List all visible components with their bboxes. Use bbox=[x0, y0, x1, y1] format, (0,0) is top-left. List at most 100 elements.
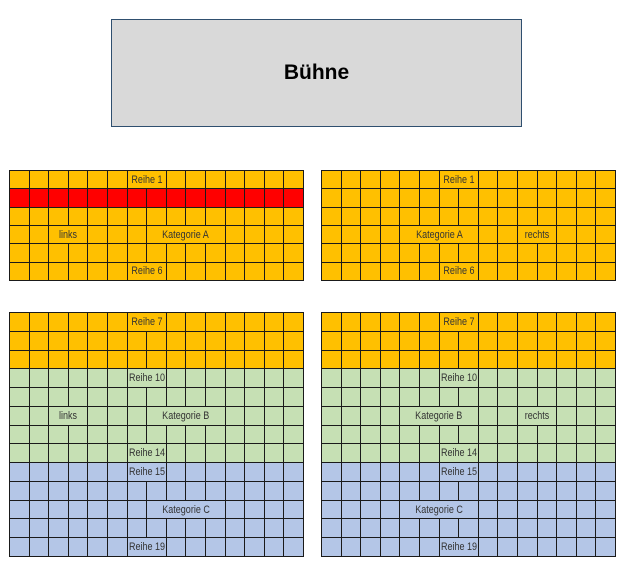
seat[interactable] bbox=[400, 519, 420, 539]
seat[interactable] bbox=[166, 425, 187, 445]
seat[interactable] bbox=[10, 244, 30, 263]
seat[interactable] bbox=[245, 331, 265, 351]
seat[interactable] bbox=[166, 350, 187, 370]
seat[interactable] bbox=[596, 189, 616, 208]
seat[interactable] bbox=[88, 313, 108, 332]
seat[interactable] bbox=[459, 189, 479, 208]
seat[interactable] bbox=[108, 538, 128, 557]
seat[interactable] bbox=[186, 519, 206, 539]
seat[interactable] bbox=[284, 425, 304, 445]
seat[interactable] bbox=[498, 262, 518, 281]
seat[interactable] bbox=[166, 463, 187, 482]
seat[interactable] bbox=[127, 226, 148, 245]
seat[interactable] bbox=[380, 262, 401, 281]
seat[interactable] bbox=[380, 481, 401, 501]
seat[interactable] bbox=[557, 313, 577, 332]
seat[interactable] bbox=[322, 481, 342, 501]
seat[interactable] bbox=[29, 262, 50, 281]
seat[interactable] bbox=[537, 189, 558, 208]
seat[interactable] bbox=[498, 350, 518, 370]
seat[interactable] bbox=[518, 262, 538, 281]
seat[interactable] bbox=[420, 463, 440, 482]
seat[interactable] bbox=[400, 244, 420, 263]
seat[interactable] bbox=[596, 425, 616, 445]
seat[interactable] bbox=[186, 463, 206, 482]
seat[interactable] bbox=[88, 406, 108, 426]
seat[interactable] bbox=[576, 463, 597, 482]
seat[interactable] bbox=[264, 207, 285, 226]
seat[interactable] bbox=[29, 189, 50, 208]
seat[interactable] bbox=[380, 425, 401, 445]
seat[interactable] bbox=[225, 313, 246, 332]
seat[interactable] bbox=[29, 444, 50, 464]
seat[interactable] bbox=[284, 226, 304, 245]
seat[interactable] bbox=[341, 244, 362, 263]
seat[interactable] bbox=[557, 331, 577, 351]
seat[interactable] bbox=[10, 369, 30, 389]
seat[interactable] bbox=[29, 171, 50, 190]
seat[interactable] bbox=[10, 189, 30, 208]
seat[interactable] bbox=[361, 519, 381, 539]
seat[interactable] bbox=[596, 207, 616, 226]
seat[interactable] bbox=[420, 331, 440, 351]
seat[interactable] bbox=[49, 481, 69, 501]
seat[interactable] bbox=[557, 538, 577, 557]
seat[interactable] bbox=[88, 189, 108, 208]
seat[interactable] bbox=[206, 189, 226, 208]
seat[interactable] bbox=[127, 207, 148, 226]
seat[interactable] bbox=[88, 244, 108, 263]
seat[interactable] bbox=[478, 444, 499, 464]
seat[interactable] bbox=[127, 406, 148, 426]
seat[interactable] bbox=[361, 350, 381, 370]
seat[interactable] bbox=[29, 500, 50, 520]
seat[interactable] bbox=[420, 388, 440, 407]
seat[interactable] bbox=[147, 425, 167, 445]
seat[interactable] bbox=[10, 207, 30, 226]
seat[interactable] bbox=[596, 226, 616, 245]
seat[interactable] bbox=[322, 388, 342, 407]
seat[interactable] bbox=[498, 189, 518, 208]
seat[interactable] bbox=[186, 481, 206, 501]
seat[interactable] bbox=[206, 244, 226, 263]
seat[interactable] bbox=[557, 350, 577, 370]
seat[interactable] bbox=[498, 481, 518, 501]
seat[interactable] bbox=[10, 313, 30, 332]
seat[interactable] bbox=[49, 207, 69, 226]
seat[interactable] bbox=[225, 244, 246, 263]
seat[interactable] bbox=[245, 171, 265, 190]
seat[interactable] bbox=[498, 425, 518, 445]
seat[interactable] bbox=[400, 388, 420, 407]
seat[interactable] bbox=[245, 538, 265, 557]
seat[interactable] bbox=[557, 500, 577, 520]
seat[interactable] bbox=[420, 171, 440, 190]
seat[interactable] bbox=[186, 425, 206, 445]
seat[interactable] bbox=[245, 369, 265, 389]
seat[interactable] bbox=[206, 207, 226, 226]
seat[interactable] bbox=[245, 500, 265, 520]
seat[interactable] bbox=[68, 350, 89, 370]
seat[interactable] bbox=[439, 244, 460, 263]
seat[interactable] bbox=[88, 262, 108, 281]
seat[interactable] bbox=[498, 500, 518, 520]
seat[interactable] bbox=[557, 481, 577, 501]
seat[interactable] bbox=[537, 313, 558, 332]
seat[interactable] bbox=[127, 481, 148, 501]
seat[interactable] bbox=[576, 444, 597, 464]
seat[interactable] bbox=[400, 262, 420, 281]
seat[interactable] bbox=[29, 481, 50, 501]
seat[interactable] bbox=[10, 331, 30, 351]
seat[interactable] bbox=[537, 262, 558, 281]
seat[interactable] bbox=[284, 388, 304, 407]
seat[interactable] bbox=[459, 350, 479, 370]
seat[interactable] bbox=[88, 425, 108, 445]
seat[interactable] bbox=[245, 262, 265, 281]
seat[interactable] bbox=[380, 331, 401, 351]
seat[interactable] bbox=[420, 444, 440, 464]
seat[interactable] bbox=[206, 369, 226, 389]
seat[interactable] bbox=[147, 519, 167, 539]
seat[interactable] bbox=[88, 481, 108, 501]
seat[interactable] bbox=[166, 481, 187, 501]
seat[interactable] bbox=[29, 519, 50, 539]
seat[interactable] bbox=[322, 538, 342, 557]
seat[interactable] bbox=[478, 207, 499, 226]
